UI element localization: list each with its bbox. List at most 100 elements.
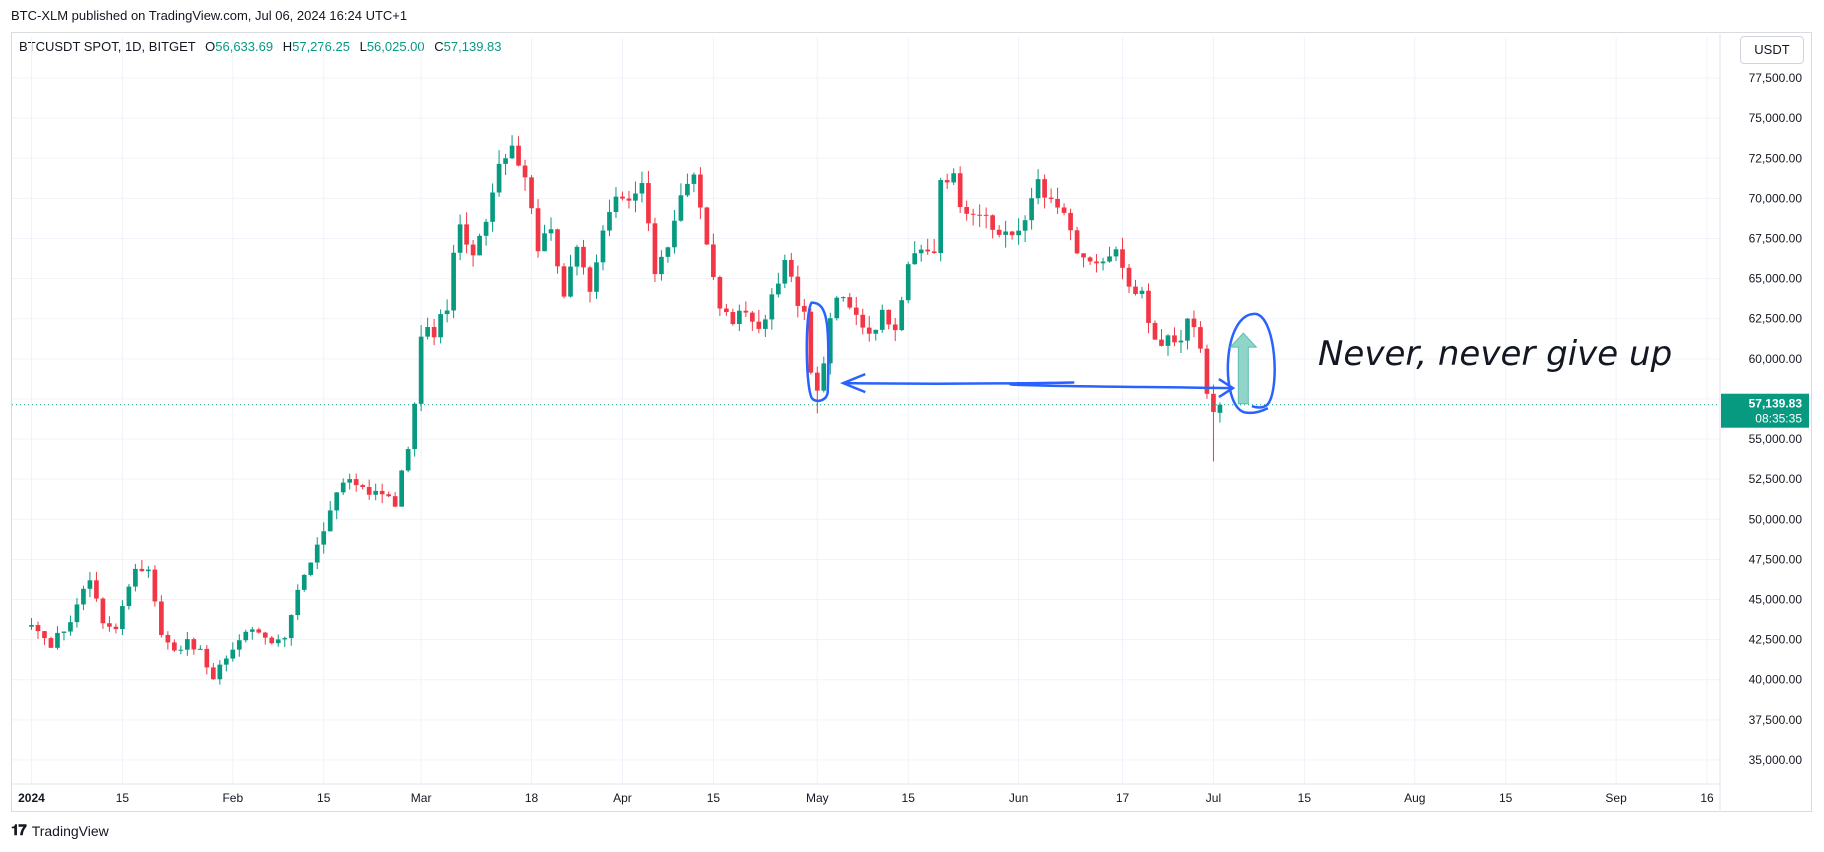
candlestick-series <box>29 135 1223 685</box>
candle-body <box>477 235 482 256</box>
candle-body <box>418 336 424 404</box>
candle-body <box>1204 348 1210 394</box>
candle-body <box>340 482 346 493</box>
candle-body <box>516 145 521 166</box>
candle-body <box>808 311 814 373</box>
candle-body <box>496 163 502 193</box>
candle-body <box>964 207 969 214</box>
time-tick-label: 2024 <box>18 791 45 805</box>
candle-body <box>827 318 833 364</box>
candle-body <box>243 631 249 641</box>
candle-body <box>139 568 145 572</box>
publisher-caption: BTC-XLM published on TradingView.com, Ju… <box>11 8 408 23</box>
candle-body <box>178 649 184 651</box>
candle-body <box>55 632 60 648</box>
time-tick-label: 18 <box>525 791 539 805</box>
candle-body <box>535 208 541 252</box>
candle-body <box>522 165 528 178</box>
candle-body <box>912 253 918 265</box>
candle-body <box>847 297 853 308</box>
candle-body <box>120 606 125 630</box>
candle-body <box>691 174 697 184</box>
candle-body <box>678 195 684 221</box>
candle-body <box>983 214 989 216</box>
candle-body <box>756 321 762 329</box>
close-value: 57,139.83 <box>443 39 502 54</box>
candle-body <box>801 305 807 312</box>
may-support-box <box>805 301 830 403</box>
candle-body <box>295 589 301 616</box>
candle-body <box>555 229 560 267</box>
candle-body <box>1074 230 1080 254</box>
candle-body <box>607 212 612 231</box>
candle-body <box>1191 318 1197 328</box>
candle-body <box>925 249 931 252</box>
candle-body <box>711 244 716 278</box>
price-tick-label: 52,500.00 <box>1749 472 1803 486</box>
candle-body <box>938 180 944 253</box>
candle-body <box>1048 197 1054 199</box>
symbol-name[interactable]: BTCUSDT SPOT, 1D, BITGET <box>19 39 196 54</box>
candle-body <box>672 220 677 248</box>
candle-body <box>639 183 645 194</box>
candle-body <box>1185 318 1190 341</box>
candle-body <box>853 307 859 315</box>
candle-body <box>775 283 781 295</box>
candle-body <box>587 267 593 292</box>
candle-body <box>185 639 190 650</box>
candle-body <box>425 327 430 337</box>
candle-body <box>613 196 619 213</box>
footer-brand[interactable]: TradingView <box>31 822 109 839</box>
candle-body <box>74 604 80 623</box>
candle-body <box>860 314 866 328</box>
candle-body <box>698 174 703 208</box>
candle-body <box>1133 286 1138 294</box>
annotation-text: Never, never give up <box>1318 334 1672 374</box>
candle-body <box>1139 290 1145 294</box>
candle-body <box>29 625 34 627</box>
candle-body <box>392 496 398 507</box>
candle-body <box>1081 253 1086 258</box>
price-tick-label: 45,000.00 <box>1749 592 1803 606</box>
candle-body <box>743 310 749 313</box>
candle-body <box>301 574 307 590</box>
candle-body <box>659 256 664 275</box>
price-tick-label: 35,000.00 <box>1749 753 1803 767</box>
price-tick-label: 50,000.00 <box>1749 512 1803 526</box>
candle-body <box>717 277 723 309</box>
candle-body <box>1107 256 1112 262</box>
candle-body <box>951 173 957 183</box>
candle-body <box>970 213 976 215</box>
candle-body <box>1042 179 1047 198</box>
candle-body <box>626 198 632 201</box>
candle-body <box>1120 249 1125 268</box>
candle-body <box>724 308 729 313</box>
candle-body <box>399 470 404 507</box>
price-tick-label: 70,000.00 <box>1749 191 1803 205</box>
currency-button[interactable]: USDT <box>1740 36 1804 64</box>
time-tick-label: 15 <box>317 791 331 805</box>
candle-body <box>886 309 892 325</box>
price-tick-label: 40,000.00 <box>1749 673 1803 687</box>
candle-body <box>646 183 651 224</box>
candle-body <box>750 312 755 322</box>
candle-body <box>899 300 905 331</box>
candle-body <box>1126 267 1132 287</box>
candle-body <box>269 637 275 644</box>
price-tick-label: 77,500.00 <box>1749 71 1803 85</box>
price-tick-label: 62,500.00 <box>1749 312 1803 326</box>
candle-body <box>159 601 164 635</box>
close-label: C <box>434 39 444 54</box>
candle-body <box>1198 327 1203 349</box>
candle-body <box>509 145 515 159</box>
candle-body <box>94 580 99 599</box>
time-tick-label: 15 <box>902 791 916 805</box>
candle-body <box>236 640 242 650</box>
tradingview-logo-icon[interactable]: 𝟏𝟕 <box>11 822 27 839</box>
candle-body <box>788 259 794 277</box>
candle-body <box>977 214 982 216</box>
candle-body <box>665 247 671 257</box>
candle-body <box>1087 257 1093 262</box>
price-tick-label: 60,000.00 <box>1749 352 1803 366</box>
